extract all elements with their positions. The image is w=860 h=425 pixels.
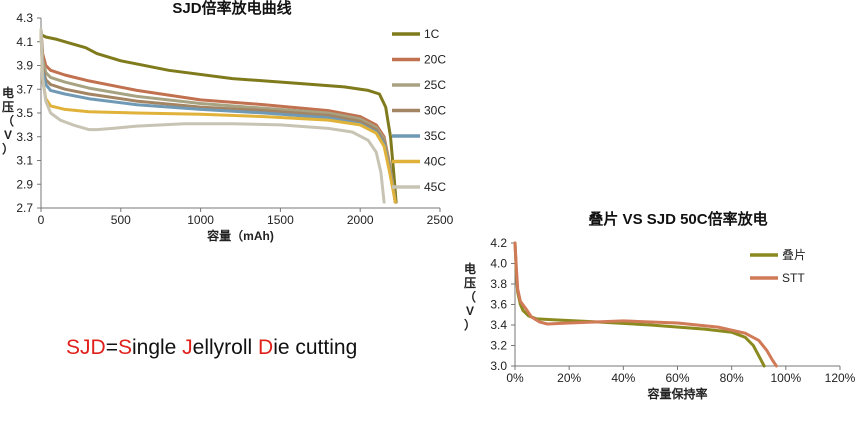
y-tick-label: 3.5	[16, 106, 33, 120]
caption-segment: ingle	[131, 336, 183, 359]
legend-label: 叠片	[782, 248, 806, 262]
series-line-40C	[39, 28, 397, 204]
y-tick-label: 3.7	[16, 82, 33, 96]
caption-segment: ellyroll	[192, 336, 259, 359]
caption-segment: D	[258, 336, 274, 359]
legend-label: 40C	[424, 155, 446, 169]
legend-label: 1C	[424, 27, 440, 41]
x-tick-label: 20%	[557, 371, 581, 385]
y-tick-label: 3.0	[490, 359, 507, 373]
y-tick-label: 3.6	[490, 298, 507, 312]
series-line-叠片	[513, 241, 766, 368]
x-tick-label: 80%	[720, 371, 744, 385]
caption-segment: S	[117, 336, 132, 359]
series-line-1C	[39, 33, 398, 204]
y-tick-label: 4.3	[16, 11, 33, 25]
y-axis-label: 电压（ V）	[2, 85, 14, 156]
y-tick-label: 3.9	[16, 59, 33, 73]
y-tick-label: 4.2	[490, 236, 507, 250]
y-tick-label: 3.4	[490, 318, 507, 332]
y-tick-label: 2.7	[16, 201, 33, 215]
x-tick-label: 1000	[187, 213, 214, 227]
x-axis-label: 容量（mAh)	[206, 228, 274, 243]
caption-segment: =	[105, 336, 118, 359]
legend-label: 45C	[424, 180, 446, 194]
chart-title: SJD倍率放电曲线	[172, 0, 291, 17]
x-tick-label: 60%	[665, 371, 689, 385]
caption-segment: SJD	[66, 336, 106, 359]
caption-segment: ie cutting	[273, 336, 358, 359]
x-tick-label: 0	[38, 213, 45, 227]
y-tick-label: 3.3	[16, 130, 33, 144]
chart-title: 叠片 VS SJD 50C倍率放电	[588, 210, 767, 228]
y-tick-label: 4.1	[16, 35, 33, 49]
legend-label: 20C	[424, 53, 446, 67]
legend-label: STT	[782, 271, 805, 285]
caption-sjd-definition: SJD=Single Jellyroll Die cutting	[66, 336, 357, 360]
x-tick-label: 2500	[427, 213, 454, 227]
y-tick-label: 2.9	[16, 177, 33, 191]
y-tick-label: 3.1	[16, 154, 33, 168]
x-tick-label: 40%	[611, 371, 635, 385]
legend-label: 35C	[424, 129, 446, 143]
caption-segment: J	[182, 336, 193, 359]
x-tick-label: 120%	[825, 371, 856, 385]
y-tick-label: 4.0	[490, 257, 507, 271]
x-axis-label: 容量保持率	[646, 386, 707, 401]
x-tick-label: 0%	[506, 371, 524, 385]
series-line-STT	[513, 241, 778, 368]
y-axis-label: 电压（ V）	[464, 261, 476, 332]
y-tick-label: 3.2	[490, 339, 507, 353]
legend-label: 30C	[424, 104, 446, 118]
x-tick-label: 1500	[267, 213, 294, 227]
legend-label: 25C	[424, 78, 446, 92]
series-line-45C	[39, 28, 386, 204]
y-tick-label: 3.8	[490, 277, 507, 291]
x-tick-label: 100%	[770, 371, 801, 385]
x-tick-label: 2000	[347, 213, 374, 227]
x-tick-label: 500	[111, 213, 131, 227]
